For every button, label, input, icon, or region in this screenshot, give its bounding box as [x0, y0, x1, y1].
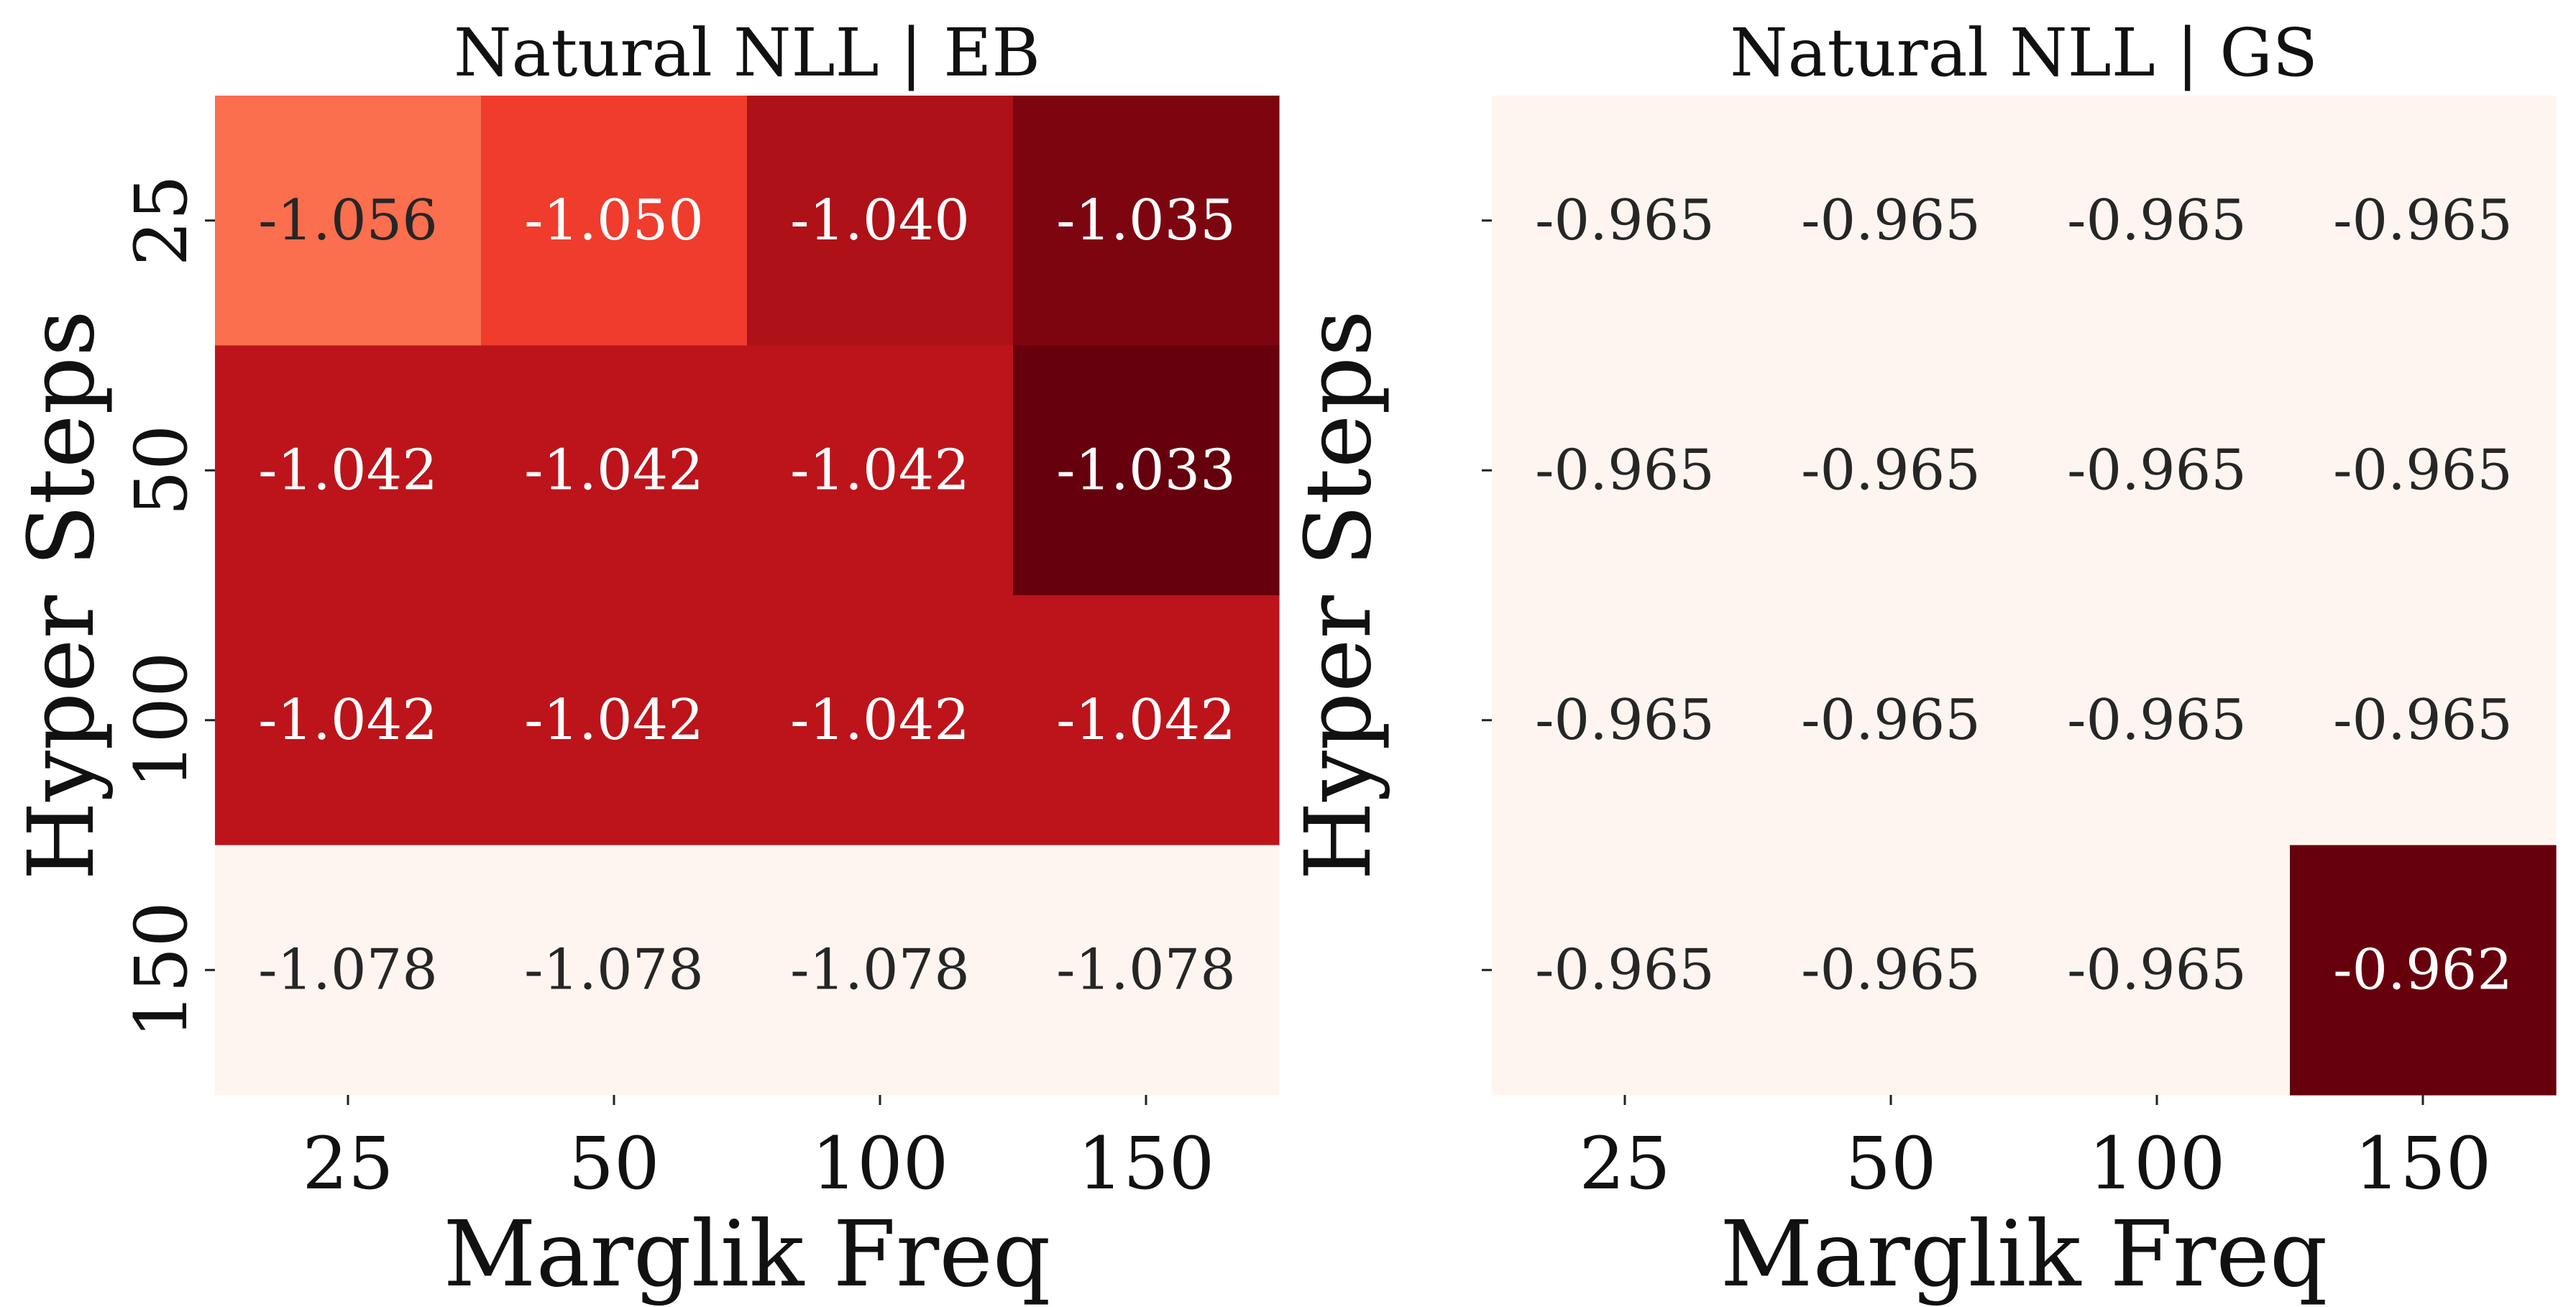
heatmap-cell — [747, 345, 1014, 596]
cell-value-label: -1.040 — [790, 188, 970, 253]
x-tick-label: 150 — [1078, 1122, 1215, 1206]
heatmap-cell — [1758, 96, 2025, 347]
cell-value-label: -1.033 — [1056, 438, 1236, 503]
cell-value-label: -0.965 — [1535, 438, 1715, 503]
heatmap-cell — [747, 845, 1014, 1096]
y-axis-label: Hyper Steps — [1285, 310, 1391, 880]
y-tick-label: 100 — [119, 651, 203, 789]
heatmap-cell — [2290, 845, 2557, 1096]
heatmap-cell — [481, 96, 748, 347]
x-tick-label: 100 — [2089, 1122, 2226, 1206]
heatmap-cell — [215, 345, 482, 596]
heatmap-panel-2: -0.965 -0.965 -0.965 -0.965 -0.965 -0.965 -0.9… — [1285, 14, 2557, 1307]
cell-value-label: -0.965 — [1535, 688, 1715, 753]
heatmap-panel-1: -1.056 -1.050 -1.040 -1.035 -1.042 -1.042 -1.0… — [9, 14, 1280, 1307]
cell-value-label: -0.965 — [1801, 438, 1981, 503]
y-tick-label: 50 — [119, 425, 203, 516]
x-axis-label: Marglik Freq — [444, 1201, 1051, 1307]
heatmap-cell — [481, 845, 748, 1096]
cell-value-label: -0.965 — [2067, 937, 2247, 1002]
cell-value-label: -1.078 — [524, 937, 704, 1002]
heatmap-cell — [215, 595, 482, 846]
heatmap-cell — [1758, 345, 2025, 596]
heatmap-cell — [2290, 595, 2557, 846]
cell-value-label: -0.965 — [2067, 438, 2247, 503]
heatmap-cell — [2290, 96, 2557, 347]
cell-value-label: -1.078 — [790, 937, 970, 1002]
panel-title: Natural NLL | EB — [454, 14, 1040, 91]
heatmap-cell — [2290, 345, 2557, 596]
cell-value-label: -0.965 — [2067, 188, 2247, 253]
cell-value-label: -0.965 — [1801, 188, 1981, 253]
cell-value-label: -0.965 — [1801, 937, 1981, 1002]
x-tick-label: 50 — [1845, 1122, 1936, 1206]
heatmap-cell — [1758, 845, 2025, 1096]
heatmap-cell — [1013, 595, 1280, 846]
cell-value-label: -1.078 — [1056, 937, 1236, 1002]
x-tick-label: 50 — [568, 1122, 659, 1206]
x-axis-label: Marglik Freq — [1720, 1201, 2328, 1307]
heatmap-cell — [2024, 595, 2291, 846]
x-tick-label: 25 — [302, 1122, 393, 1206]
cell-value-label: -0.965 — [1535, 937, 1715, 1002]
x-tick-label: 25 — [1579, 1122, 1670, 1206]
x-tick-label: 150 — [2355, 1122, 2492, 1206]
heatmap-cell — [481, 345, 748, 596]
heatmap-cell — [215, 845, 482, 1096]
cell-value-label: -1.078 — [258, 937, 438, 1002]
heatmap-cell — [1492, 96, 1759, 347]
heatmap-cell — [2024, 345, 2291, 596]
cell-value-label: -0.965 — [2333, 188, 2513, 253]
heatmap-cell — [2024, 845, 2291, 1096]
heatmap-cell — [481, 595, 748, 846]
cell-value-label: -0.965 — [2333, 688, 2513, 753]
cell-value-label: -0.965 — [2333, 438, 2513, 503]
heatmap-cell — [1492, 845, 1759, 1096]
heatmap-cell — [2024, 96, 2291, 347]
cell-value-label: -1.042 — [258, 688, 438, 753]
cell-value-label: -0.965 — [2067, 688, 2247, 753]
y-tick-label: 25 — [119, 175, 203, 266]
cell-value-label: -1.056 — [258, 188, 438, 253]
panel-title: Natural NLL | GS — [1730, 14, 2318, 91]
x-tick-label: 100 — [812, 1122, 949, 1206]
heatmap-cell — [1758, 595, 2025, 846]
heatmap-cell — [1013, 845, 1280, 1096]
cell-value-label: -0.965 — [1535, 188, 1715, 253]
cell-value-label: -0.962 — [2333, 937, 2513, 1002]
cell-value-label: -0.965 — [1801, 688, 1981, 753]
cell-value-label: -1.050 — [524, 188, 704, 253]
heatmap-cell — [1492, 345, 1759, 596]
y-axis-label: Hyper Steps — [9, 310, 114, 880]
heatmap-cell — [747, 96, 1014, 347]
heatmap-cell — [215, 96, 482, 347]
cell-value-label: -1.042 — [1056, 688, 1236, 753]
heatmap-cell — [1492, 595, 1759, 846]
heatmap-cell — [1013, 96, 1280, 347]
cell-value-label: -1.042 — [790, 438, 970, 503]
cell-value-label: -1.042 — [790, 688, 970, 753]
heatmap-cell — [747, 595, 1014, 846]
cell-value-label: -1.042 — [524, 438, 704, 503]
cell-value-label: -1.035 — [1056, 188, 1236, 253]
cell-value-label: -1.042 — [258, 438, 438, 503]
cell-value-label: -1.042 — [524, 688, 704, 753]
y-tick-label: 150 — [119, 902, 203, 1039]
heatmap-cell — [1013, 345, 1280, 596]
